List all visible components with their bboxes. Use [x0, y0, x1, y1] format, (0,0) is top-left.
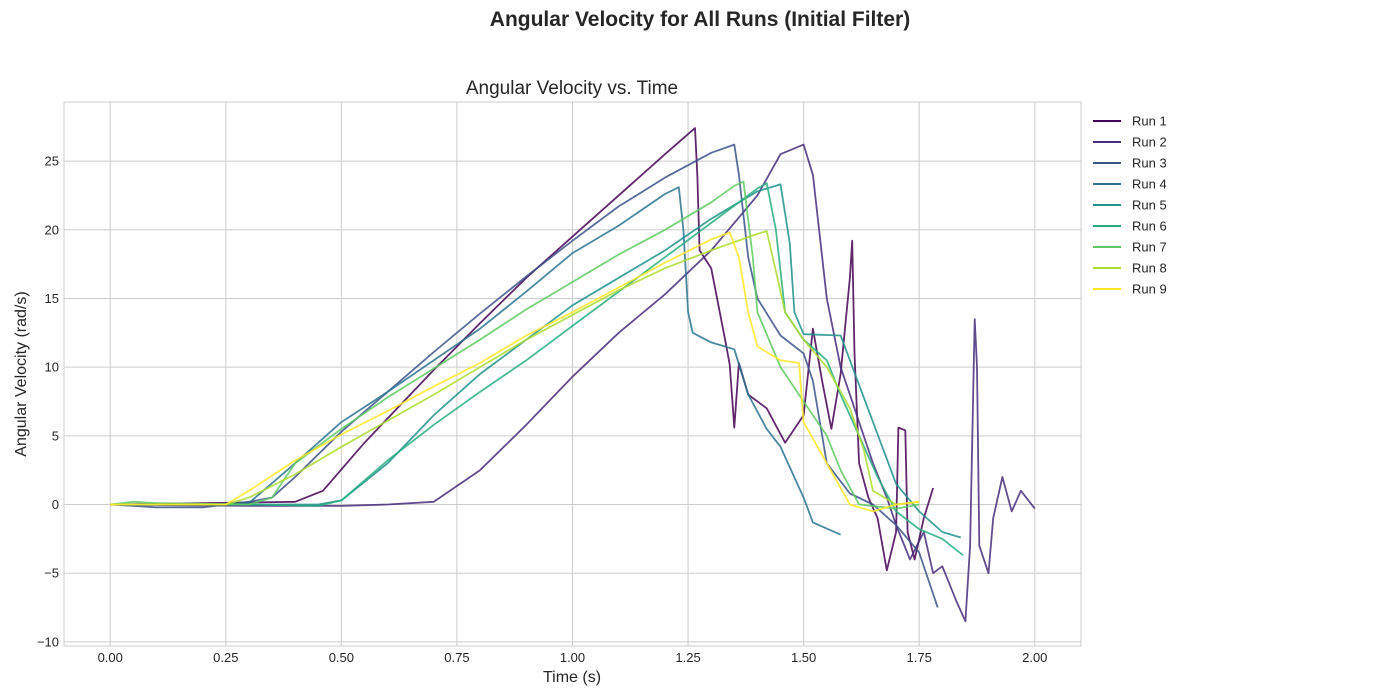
- y-tick-label: 20: [45, 222, 59, 237]
- x-tick-label: 0.75: [444, 650, 469, 665]
- series-line-run-1: [110, 127, 934, 572]
- legend-label: Run 6: [1132, 219, 1167, 234]
- series-lines: [110, 127, 1036, 623]
- legend-label: Run 1: [1132, 114, 1167, 129]
- series-line-run-8: [110, 230, 920, 506]
- series-line-run-6: [110, 182, 964, 557]
- x-tick-label: 1.75: [907, 650, 932, 665]
- y-tick-label: 5: [52, 428, 59, 443]
- figure-suptitle: Angular Velocity for All Runs (Initial F…: [489, 8, 911, 31]
- x-tick-label: 2.00: [1022, 650, 1047, 665]
- y-tick-label: 25: [45, 154, 59, 169]
- series-line-run-2: [110, 143, 1036, 623]
- x-tick-label: 0.25: [213, 650, 238, 665]
- y-tick-label: −10: [37, 634, 59, 649]
- series-line-run-5: [110, 183, 962, 539]
- legend-label: Run 7: [1132, 240, 1167, 255]
- y-tick-label: 0: [52, 497, 59, 512]
- legend-label: Run 9: [1132, 282, 1167, 297]
- series-line-run-3: [110, 143, 939, 608]
- series-line-run-7: [110, 180, 920, 510]
- legend-label: Run 8: [1132, 261, 1167, 276]
- grid-lines: [64, 102, 1081, 646]
- x-axis-title: Time (s): [543, 669, 601, 686]
- x-tick-label: 1.00: [560, 650, 585, 665]
- x-tick-label: 0.50: [329, 650, 354, 665]
- x-tick-label: 0.00: [98, 650, 123, 665]
- series-line-run-9: [110, 231, 920, 513]
- series-line-run-4: [110, 186, 841, 536]
- y-axis-title: Angular Velocity (rad/s): [13, 291, 30, 456]
- plot-frame: [63, 101, 1082, 647]
- legend-label: Run 2: [1132, 135, 1167, 150]
- legend: Run 1 Run 2 Run 3 Run 4 Run 5 Run 6 Run 7 Run 8…: [1093, 114, 1167, 297]
- x-tick-labels: 0.00 0.25 0.50 0.75 1.00 1.25 1.50 1.75 2.00: [98, 650, 1048, 665]
- legend-label: Run 4: [1132, 177, 1167, 192]
- plot-title: Angular Velocity vs. Time: [466, 78, 678, 99]
- x-tick-label: 1.50: [791, 650, 816, 665]
- y-tick-label: 10: [45, 360, 59, 375]
- legend-label: Run 3: [1132, 156, 1167, 171]
- x-tick-label: 1.25: [675, 650, 700, 665]
- y-tick-labels: −10 −5 0 5 10 15 20 25: [37, 154, 59, 650]
- y-tick-label: 15: [45, 291, 59, 306]
- legend-label: Run 5: [1132, 198, 1167, 213]
- y-tick-label: −5: [44, 566, 59, 581]
